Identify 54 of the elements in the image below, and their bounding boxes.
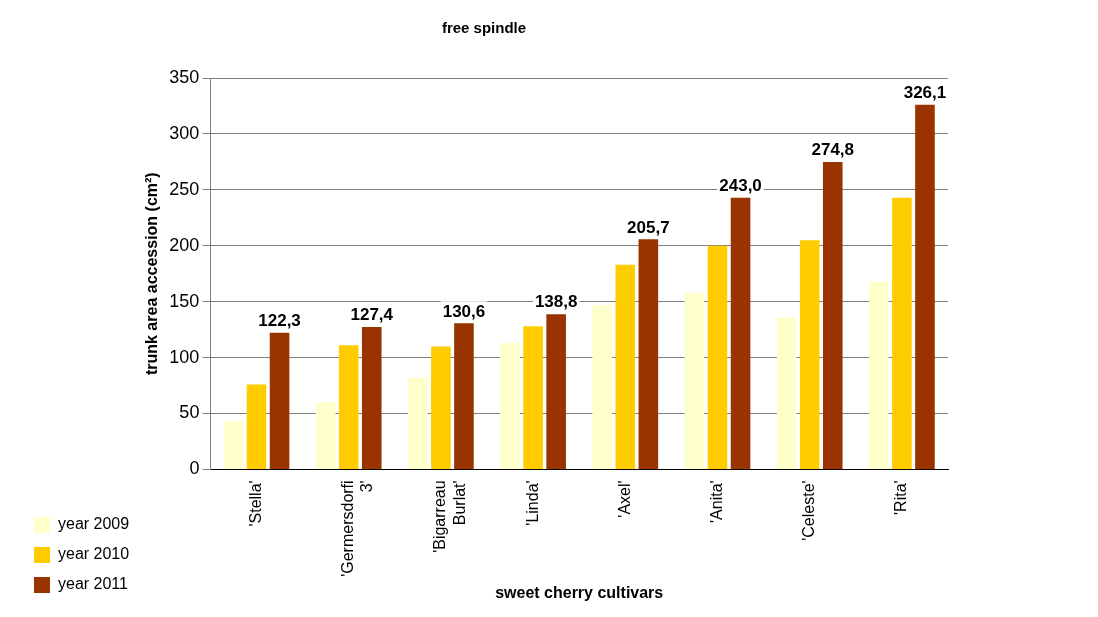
x-tick-label: 'Rita' <box>892 480 910 515</box>
data-label: 138,8 <box>534 292 578 312</box>
data-label: 274,8 <box>811 140 855 160</box>
bar <box>915 104 935 469</box>
data-label: 122,3 <box>258 310 301 330</box>
data-label: 326,1 <box>903 82 947 102</box>
chart-title: free spindle <box>441 19 527 37</box>
x-tick-label: 'Axel' <box>615 480 633 518</box>
bar <box>822 162 843 469</box>
data-label: 205,7 <box>627 217 670 237</box>
y-tick-label: 100 <box>169 346 200 367</box>
bar <box>500 343 520 469</box>
bar <box>338 345 359 469</box>
y-tick-label: 0 <box>189 458 200 479</box>
x-tick-label: 'Linda' <box>523 480 541 526</box>
bar <box>246 384 267 469</box>
bar <box>892 197 912 469</box>
bar <box>223 421 244 469</box>
x-tick-label: 'Bigarreau Burlat' <box>431 480 468 553</box>
bar <box>408 377 428 469</box>
bar <box>315 402 336 469</box>
y-tick-label: 250 <box>169 178 200 199</box>
bar <box>269 332 290 469</box>
bar <box>799 240 820 469</box>
x-tick-label: 'Anita' <box>707 480 725 523</box>
bar <box>730 197 751 469</box>
y-tick-label: 50 <box>179 402 200 423</box>
bar <box>454 323 474 469</box>
bar <box>638 239 659 469</box>
data-label: 243,0 <box>719 175 762 195</box>
y-axis-title: trunk area accession (cm²) <box>143 172 161 376</box>
bar <box>361 326 382 469</box>
y-tick-label: 300 <box>169 122 200 143</box>
data-label: 130,6 <box>442 301 486 321</box>
y-tick-label: 350 <box>169 66 200 87</box>
bar <box>707 245 728 469</box>
data-label: 127,4 <box>350 305 394 325</box>
bar <box>431 346 451 469</box>
bar <box>615 264 636 469</box>
x-axis-title: sweet cherry cultivars <box>495 583 664 601</box>
bar <box>684 292 705 469</box>
x-tick-label: 'Celeste' <box>800 480 818 541</box>
bar <box>546 314 566 469</box>
bar <box>869 281 889 469</box>
bar <box>776 317 797 469</box>
legend-label: year 2011 <box>58 575 129 593</box>
x-tick-label: 'Germersdorfi 3' <box>339 480 376 577</box>
x-tick-label: 'Stella' <box>246 480 264 527</box>
bar <box>592 305 613 469</box>
legend-label: year 2009 <box>58 515 130 533</box>
y-tick-label: 200 <box>169 234 200 255</box>
bar <box>523 326 543 469</box>
y-tick-label: 150 <box>169 290 200 311</box>
legend-label: year 2010 <box>58 545 130 563</box>
